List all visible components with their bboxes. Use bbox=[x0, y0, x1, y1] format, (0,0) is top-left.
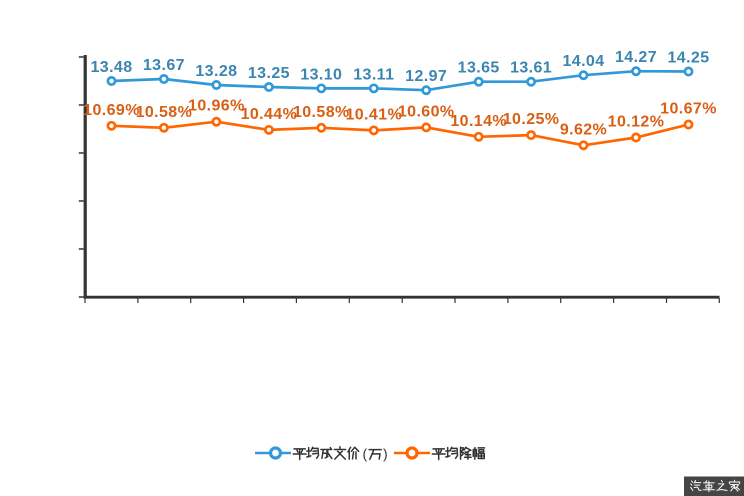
svg-text:13.25: 13.25 bbox=[248, 65, 290, 82]
svg-text:): ) bbox=[383, 446, 388, 462]
svg-text:10.12%: 10.12% bbox=[608, 114, 665, 131]
svg-text:13.67: 13.67 bbox=[143, 57, 185, 74]
svg-text:10.25%: 10.25% bbox=[503, 111, 560, 128]
svg-text:13.28: 13.28 bbox=[195, 63, 237, 80]
svg-text:14.04: 14.04 bbox=[562, 53, 604, 70]
svg-text:14.25: 14.25 bbox=[667, 50, 709, 67]
svg-text:10.67%: 10.67% bbox=[660, 101, 717, 118]
svg-text:13.61: 13.61 bbox=[510, 60, 552, 77]
svg-text:10.44%: 10.44% bbox=[241, 106, 298, 123]
svg-text:13.65: 13.65 bbox=[458, 60, 500, 77]
svg-text:9.62%: 9.62% bbox=[560, 121, 607, 138]
svg-text:10.58%: 10.58% bbox=[136, 104, 193, 121]
svg-text:13.10: 13.10 bbox=[300, 66, 342, 83]
svg-text:10.14%: 10.14% bbox=[450, 113, 507, 130]
svg-text:10.96%: 10.96% bbox=[188, 98, 245, 115]
svg-text:10.69%: 10.69% bbox=[83, 102, 140, 119]
svg-text:10.60%: 10.60% bbox=[398, 103, 455, 120]
svg-text:(: ( bbox=[363, 446, 368, 462]
svg-text:14.27: 14.27 bbox=[615, 49, 657, 66]
svg-text:13.48: 13.48 bbox=[90, 59, 132, 76]
svg-text:13.11: 13.11 bbox=[353, 66, 394, 83]
svg-text:10.41%: 10.41% bbox=[345, 106, 402, 123]
svg-text:12.97: 12.97 bbox=[405, 68, 447, 85]
svg-text:10.58%: 10.58% bbox=[293, 104, 350, 121]
